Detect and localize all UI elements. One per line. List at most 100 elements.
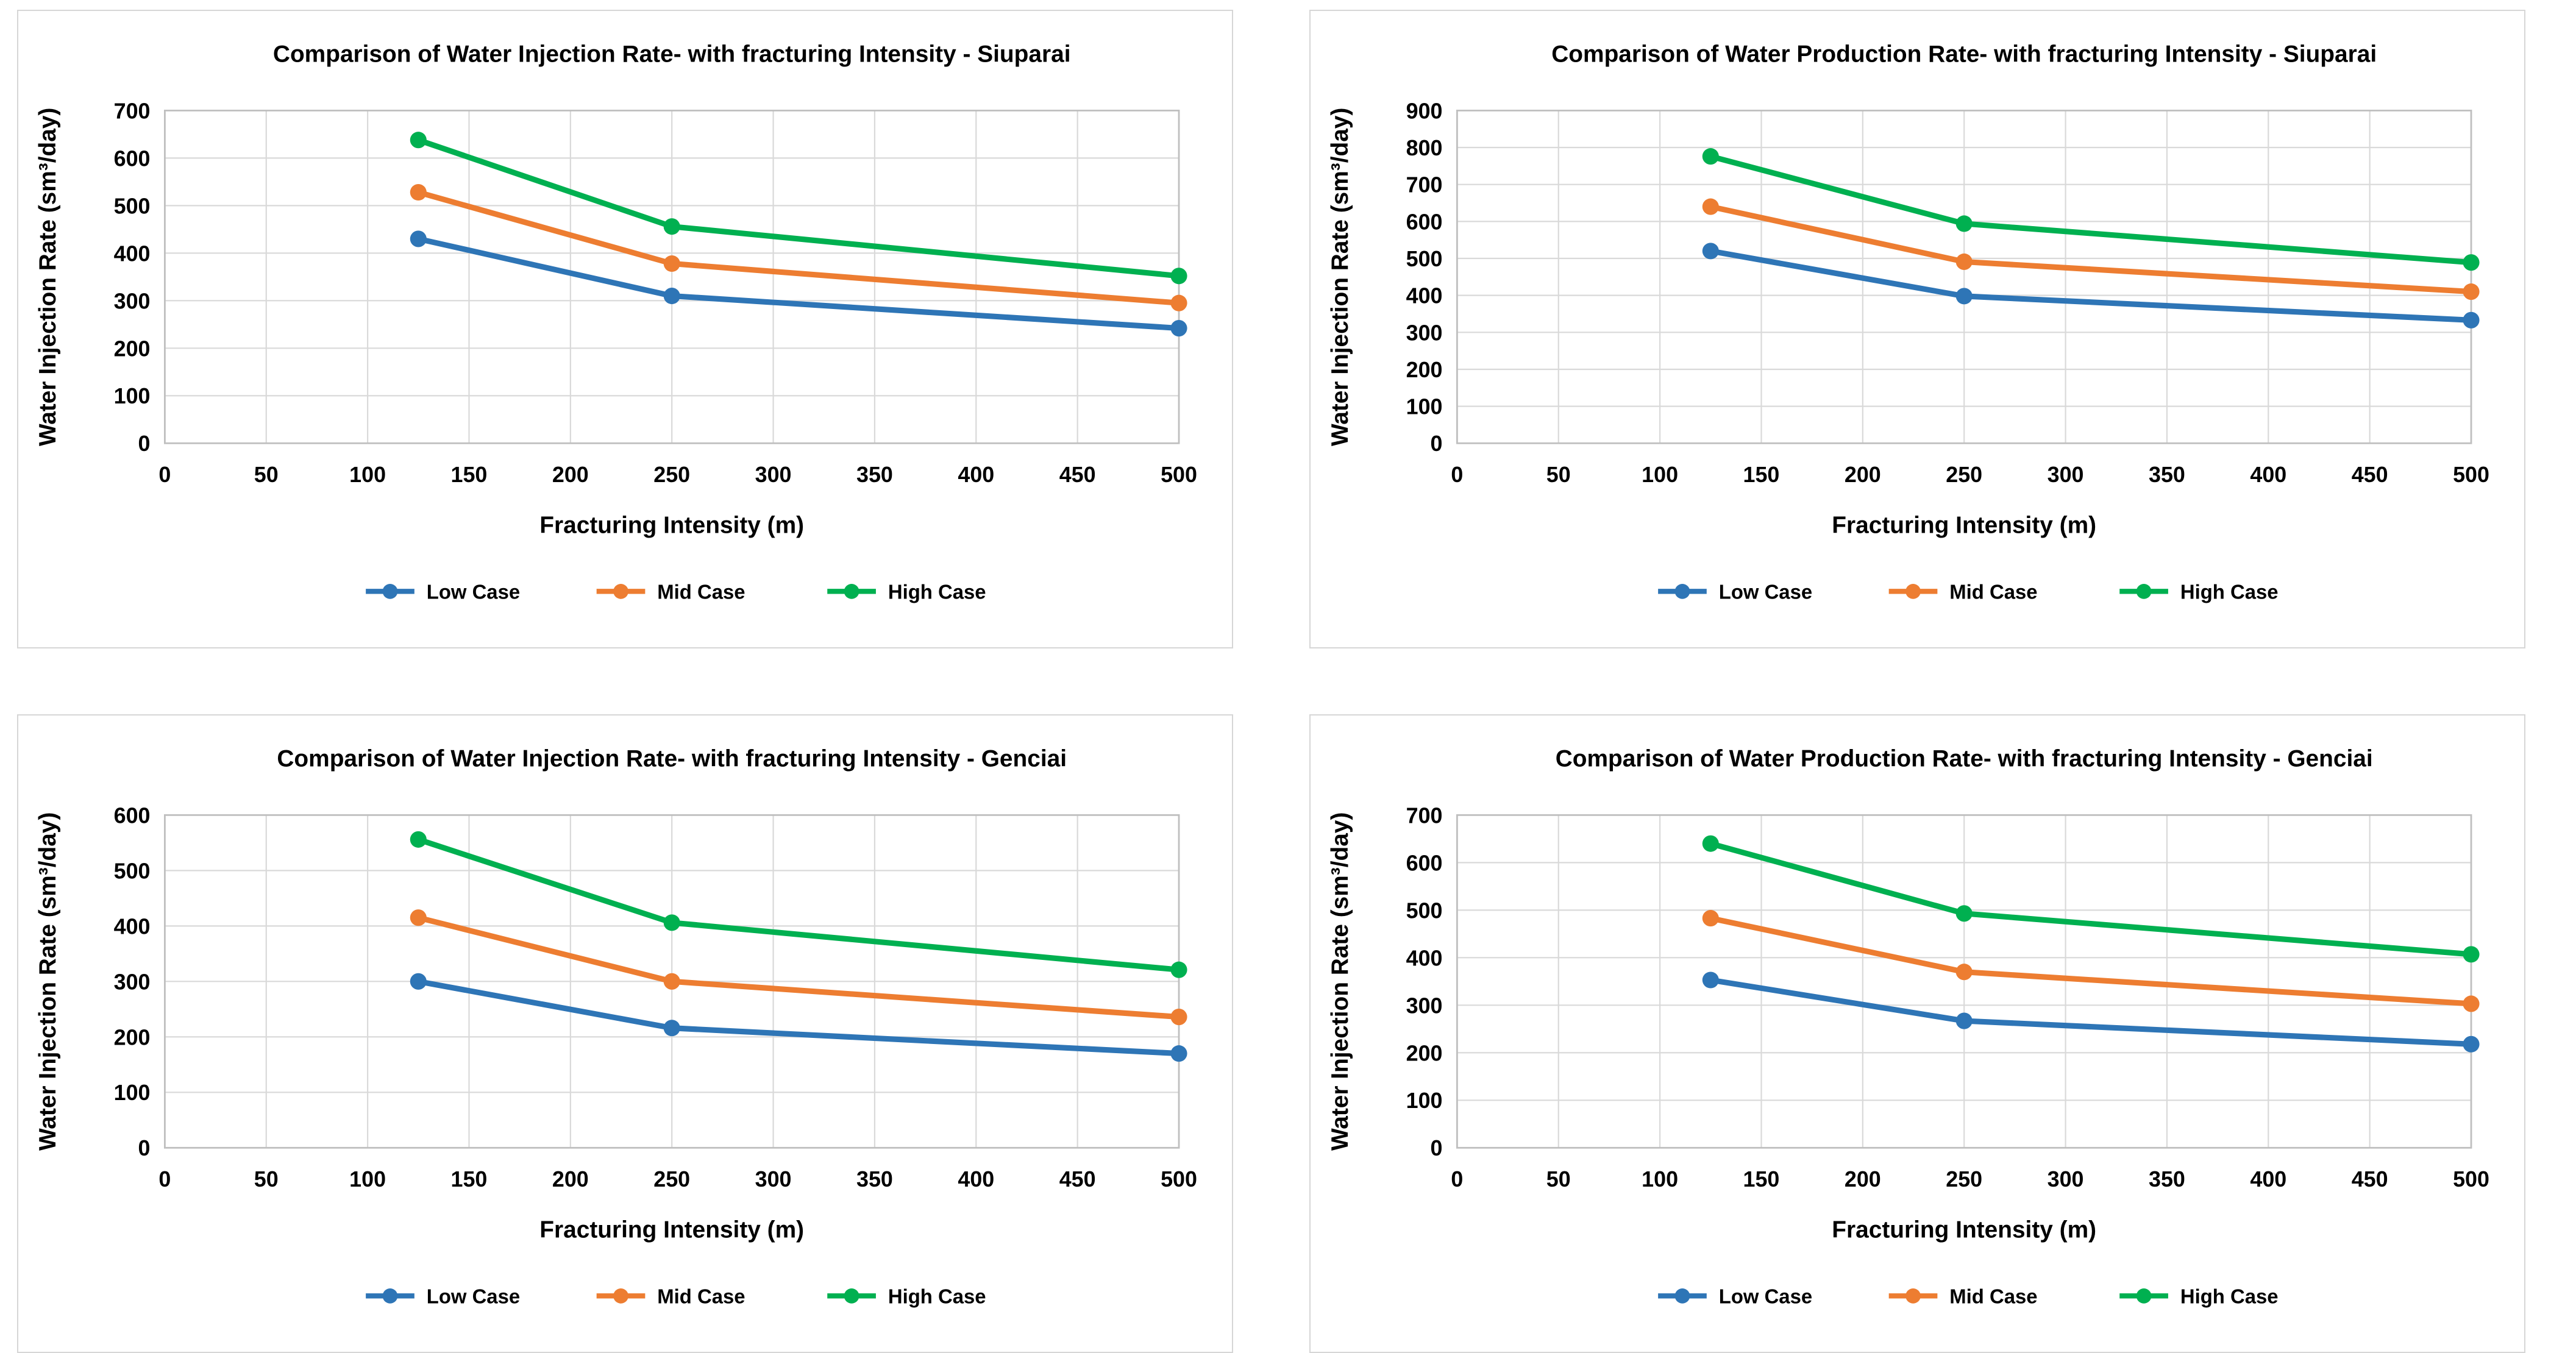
y-tick-label: 100 (1406, 1088, 1443, 1113)
y-tick-label: 500 (1406, 247, 1443, 271)
x-tick-label: 450 (1059, 1167, 1096, 1191)
y-tick-label: 500 (114, 194, 151, 218)
x-tick-label: 100 (1642, 463, 1678, 487)
y-tick-label: 200 (114, 1025, 151, 1049)
high-case-marker (410, 831, 427, 848)
low-case-legend-marker (1674, 1288, 1690, 1304)
mid-case-line (1707, 204, 2474, 295)
x-tick-label: 350 (2149, 463, 2185, 487)
low-case-marker (663, 1020, 680, 1037)
low-case-marker (410, 973, 427, 990)
high-case-marker (1955, 215, 1973, 232)
plot-border (1456, 814, 2472, 1149)
mid-case-marker (1955, 964, 1973, 981)
x-tick-label: 100 (1642, 1167, 1678, 1191)
low-case-line (1707, 977, 2474, 1047)
x-tick-label: 450 (1059, 463, 1096, 487)
x-tick-label: 400 (958, 463, 994, 487)
x-tick-label: 200 (1845, 463, 1881, 487)
high-case-marker (1170, 961, 1187, 978)
x-tick-label: 250 (1946, 1167, 1982, 1191)
low-case-marker (1955, 288, 1973, 305)
mid-case-marker (1702, 910, 1719, 927)
y-tick-label: 700 (114, 99, 151, 123)
x-tick-label: 200 (1845, 1167, 1881, 1191)
legend-item-mid-case: Mid Case (1888, 1285, 2038, 1307)
low-case-legend-label: Low Case (427, 1285, 520, 1307)
y-tick-label: 100 (114, 1081, 151, 1105)
mid-case-marker (410, 909, 427, 926)
high-case-marker (1702, 835, 1719, 852)
y-tick-label: 0 (1431, 431, 1443, 456)
x-tick-label: 300 (2048, 463, 2084, 487)
x-tick-label: 150 (451, 463, 488, 487)
x-tick-label: 150 (451, 1167, 488, 1191)
y-tick-label: 900 (1406, 99, 1443, 123)
mid-case-legend-label: Mid Case (1949, 580, 2037, 603)
x-tick-label: 450 (2352, 463, 2388, 487)
legend-item-mid-case: Mid Case (596, 580, 745, 603)
y-tick-label: 200 (1406, 1041, 1443, 1065)
x-axis-title: Fracturing Intensity (m) (539, 513, 804, 539)
legend-item-low-case: Low Case (1658, 1285, 1812, 1307)
y-tick-label: 100 (1406, 395, 1443, 419)
low-case-line (415, 236, 1182, 332)
low-case-legend-marker (382, 583, 398, 599)
y-tick-label: 600 (114, 803, 151, 828)
y-tick-label: 200 (114, 336, 151, 361)
legend-item-low-case: Low Case (366, 1285, 520, 1307)
chart-panel-injection-genciai: Comparison of Water Injection Rate- with… (17, 714, 1233, 1353)
plot-border (1456, 109, 2472, 444)
chart-canvas: Comparison of Water Production Rate- wit… (1327, 746, 2489, 1308)
mid-case-line (1707, 915, 2474, 1007)
y-tick-label: 700 (1406, 803, 1443, 828)
y-tick-label: 400 (114, 914, 151, 939)
low-case-legend-label: Low Case (427, 580, 520, 603)
x-tick-label: 350 (856, 463, 893, 487)
high-case-legend-label: High Case (888, 580, 986, 603)
chart-panel-production-genciai: Comparison of Water Production Rate- wit… (1309, 714, 2525, 1353)
low-case-legend-label: Low Case (1719, 1285, 1812, 1307)
high-case-line (1707, 840, 2474, 957)
low-case-legend-label: Low Case (1719, 580, 1812, 603)
gridlines (1456, 814, 2472, 1149)
x-tick-label: 400 (2250, 463, 2286, 487)
x-tick-label: 500 (1161, 1167, 1197, 1191)
mid-case-line (415, 189, 1182, 306)
low-case-marker (663, 287, 680, 305)
legend-item-low-case: Low Case (366, 580, 520, 603)
x-tick-label: 350 (2149, 1167, 2185, 1191)
legend-item-high-case: High Case (827, 1285, 986, 1307)
high-case-marker (663, 914, 680, 931)
high-case-marker (1955, 905, 1973, 922)
mid-case-legend-marker (613, 583, 628, 599)
high-case-marker (663, 218, 680, 235)
x-tick-label: 400 (2250, 1167, 2286, 1191)
low-case-marker (2463, 311, 2480, 328)
chart-title: Comparison of Water Injection Rate- with… (273, 41, 1071, 68)
mid-case-legend-marker (613, 1288, 628, 1304)
plot-border (163, 814, 1180, 1149)
x-tick-label: 250 (653, 1167, 690, 1191)
y-tick-label: 600 (1406, 851, 1443, 875)
x-tick-label: 400 (958, 1167, 994, 1191)
y-axis-title: Water Injection Rate (sm³/day) (1327, 108, 1353, 446)
x-tick-label: 200 (552, 463, 589, 487)
low-case-marker (1170, 1045, 1187, 1062)
low-case-marker (410, 230, 427, 247)
chart-canvas: Comparison of Water Injection Rate- with… (35, 41, 1197, 603)
x-axis-title: Fracturing Intensity (m) (1832, 1217, 2096, 1243)
x-tick-label: 150 (1743, 1167, 1780, 1191)
x-tick-label: 200 (552, 1167, 589, 1191)
legend-item-low-case: Low Case (1658, 580, 1812, 603)
x-tick-label: 0 (158, 463, 171, 487)
x-tick-label: 50 (1546, 1167, 1571, 1191)
high-case-legend-marker (2136, 583, 2152, 599)
y-tick-label: 300 (114, 289, 151, 313)
x-tick-label: 300 (2048, 1167, 2084, 1191)
high-case-legend-marker (2136, 1288, 2152, 1304)
high-case-marker (2463, 254, 2480, 271)
mid-case-marker (410, 183, 427, 201)
mid-case-marker (2463, 283, 2480, 300)
